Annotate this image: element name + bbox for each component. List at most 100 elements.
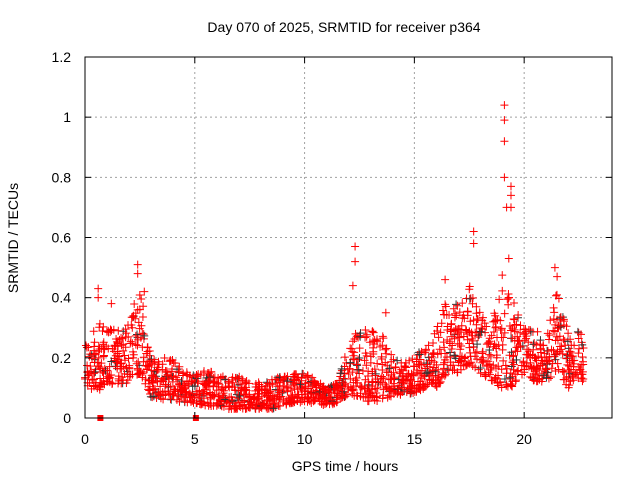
data-point (512, 355, 521, 364)
data-point (192, 387, 201, 396)
data-point (99, 322, 108, 331)
data-point (377, 352, 386, 361)
data-point (421, 345, 430, 354)
data-point (463, 307, 472, 316)
data-point (94, 284, 103, 293)
data-point (455, 356, 464, 365)
data-point (477, 355, 486, 364)
data-point (114, 326, 123, 335)
data-point (132, 359, 141, 368)
data-point (491, 373, 500, 382)
data-point (505, 373, 514, 382)
data-point (160, 354, 169, 363)
data-point (387, 350, 396, 359)
data-point (333, 391, 342, 400)
data-point (370, 339, 379, 348)
data-point (286, 397, 295, 406)
data-point (550, 308, 559, 317)
data-point (360, 356, 369, 365)
data-point (269, 404, 278, 413)
data-point (105, 373, 114, 382)
data-point (369, 328, 378, 337)
data-point (495, 295, 504, 304)
data-point (192, 371, 201, 380)
data-point (530, 339, 539, 348)
data-point (543, 329, 552, 338)
data-point (524, 347, 533, 356)
data-point (171, 386, 180, 395)
data-point (171, 359, 180, 368)
data-point (131, 340, 140, 349)
data-point (371, 371, 380, 380)
data-point (120, 369, 129, 378)
data-point (148, 359, 157, 368)
data-point (414, 377, 423, 386)
data-point (129, 311, 138, 320)
data-point (301, 379, 310, 388)
data-point (192, 399, 201, 408)
data-point (268, 380, 277, 389)
data-point (504, 293, 513, 302)
data-point (121, 325, 130, 334)
data-point (461, 353, 470, 362)
data-point (347, 385, 356, 394)
data-point (181, 393, 190, 402)
data-point (489, 327, 498, 336)
data-point (441, 300, 450, 309)
data-point (385, 364, 394, 373)
data-point (97, 359, 106, 368)
data-point (553, 359, 562, 368)
data-point (555, 347, 564, 356)
data-point (491, 311, 500, 320)
data-point (433, 350, 442, 359)
data-point (579, 360, 588, 369)
data-point (481, 370, 490, 379)
data-point (522, 334, 531, 343)
data-point (391, 362, 400, 371)
data-point (196, 397, 205, 406)
data-point (578, 367, 587, 376)
data-point (280, 372, 289, 381)
data-point (393, 356, 402, 365)
data-point (212, 386, 221, 395)
data-point (183, 398, 192, 407)
data-point (450, 351, 459, 360)
data-point (335, 386, 344, 395)
data-point (412, 384, 421, 393)
data-point (469, 316, 478, 325)
data-point (455, 308, 464, 317)
data-point (172, 395, 181, 404)
data-point (271, 402, 280, 411)
data-point (488, 376, 497, 385)
data-point (344, 369, 353, 378)
data-point (558, 367, 567, 376)
data-point (399, 377, 408, 386)
y-tick-label: 0.4 (52, 290, 72, 306)
data-point (202, 389, 211, 398)
data-point (402, 387, 411, 396)
data-point (441, 275, 450, 284)
data-point (369, 347, 378, 356)
data-point (352, 360, 361, 369)
data-point (510, 299, 519, 308)
data-point (428, 349, 437, 358)
data-point (547, 345, 556, 354)
data-point (138, 312, 147, 321)
data-point (103, 366, 112, 375)
data-point (133, 269, 142, 278)
data-point (194, 394, 203, 403)
data-point (542, 373, 551, 382)
data-point (433, 322, 442, 331)
data-point (451, 309, 460, 318)
data-point (448, 366, 457, 375)
data-point (122, 329, 131, 338)
data-point (117, 333, 126, 342)
data-point (456, 361, 465, 370)
data-point (346, 358, 355, 367)
data-point (531, 354, 540, 363)
data-point (536, 345, 545, 354)
data-point (381, 308, 390, 317)
data-point (499, 356, 508, 365)
data-point (317, 399, 326, 408)
